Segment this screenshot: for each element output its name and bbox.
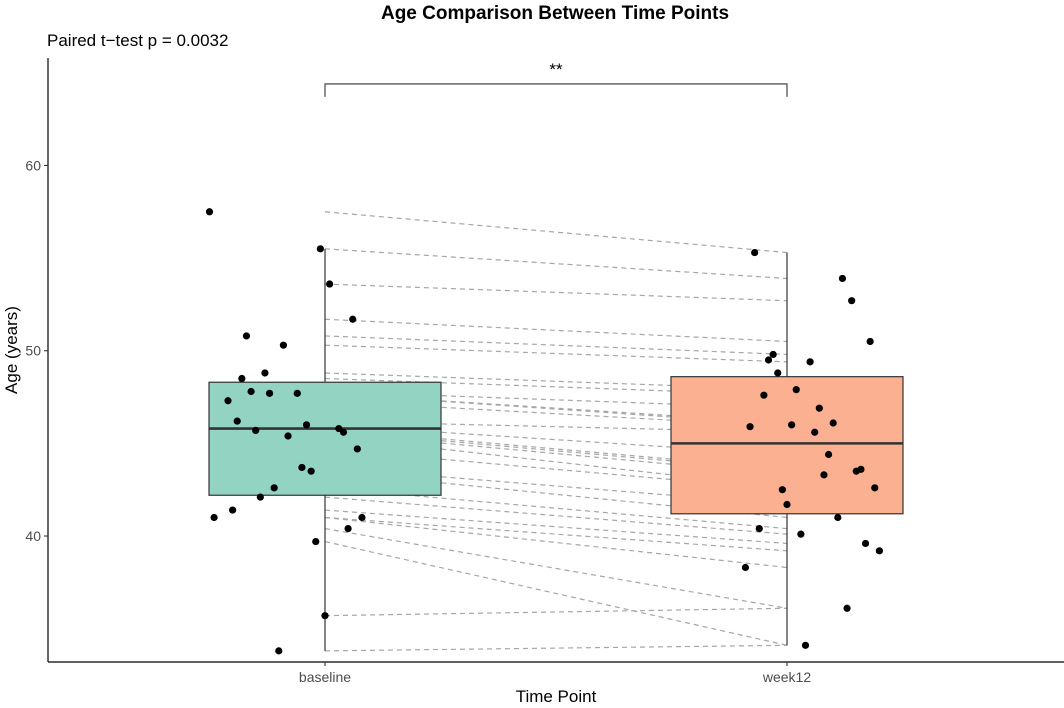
data-point <box>321 612 329 620</box>
data-point <box>815 404 823 412</box>
data-point <box>224 397 232 405</box>
data-point <box>838 274 847 283</box>
data-point <box>764 356 773 364</box>
data-point <box>353 445 361 453</box>
data-point <box>307 467 315 475</box>
data-point <box>210 513 218 522</box>
chart-subtitle: Paired t−test p = 0.0032 <box>47 31 228 50</box>
boxes <box>208 248 904 651</box>
data-point <box>279 341 288 349</box>
y-tick-label: 50 <box>25 343 41 359</box>
data-point <box>820 471 828 479</box>
data-point <box>871 484 879 492</box>
data-point <box>857 465 865 473</box>
significance-label: ** <box>549 60 563 79</box>
x-axis-title: Time Point <box>516 687 597 706</box>
data-point <box>344 525 352 533</box>
data-point <box>746 423 754 431</box>
paired-line <box>324 283 788 302</box>
data-point <box>238 374 246 383</box>
data-point <box>326 280 334 288</box>
data-point <box>875 547 884 555</box>
data-point <box>252 426 260 435</box>
data-point <box>861 539 870 548</box>
data-point <box>242 332 251 340</box>
data-point <box>298 463 306 472</box>
x-tick-label: baseline <box>299 669 351 685</box>
data-point <box>349 315 357 323</box>
data-point <box>275 647 283 655</box>
data-point <box>247 387 255 396</box>
data-point <box>792 386 800 394</box>
paired-line <box>324 335 788 356</box>
paired-line <box>324 344 788 363</box>
data-point <box>755 525 763 533</box>
data-point <box>848 297 856 305</box>
data-point <box>797 530 805 538</box>
data-point <box>741 563 750 572</box>
data-point <box>788 421 796 429</box>
data-point <box>302 421 311 429</box>
data-point <box>316 245 324 253</box>
data-point <box>233 417 241 425</box>
axes: 40 50 60 baseline week12 <box>25 58 1064 685</box>
paired-line <box>324 318 788 343</box>
data-point <box>284 432 292 440</box>
chart-title: Age Comparison Between Time Points <box>381 3 729 24</box>
paired-line <box>324 540 788 646</box>
data-point <box>824 450 833 459</box>
data-point <box>760 391 768 399</box>
paired-line <box>324 211 788 254</box>
y-tick-label: 60 <box>25 157 41 173</box>
data-point <box>769 350 777 359</box>
data-point <box>806 358 814 366</box>
data-point <box>358 513 366 522</box>
y-tick-label: 40 <box>25 528 41 544</box>
paired-line <box>324 248 788 280</box>
data-point <box>843 604 851 612</box>
x-tick-label: week12 <box>762 669 811 685</box>
data-point <box>270 484 278 492</box>
paired-line <box>324 528 788 609</box>
paired-line <box>324 607 788 617</box>
data-point <box>261 369 269 377</box>
y-axis-title: Age (years) <box>2 306 21 394</box>
paired-line <box>324 516 788 552</box>
data-point <box>829 419 837 427</box>
bracket-line <box>324 83 788 97</box>
data-point <box>751 248 759 257</box>
data-point <box>783 500 791 509</box>
box-week12 <box>670 376 904 515</box>
data-point <box>229 506 237 514</box>
data-point <box>801 641 810 649</box>
paired-line <box>324 516 788 569</box>
data-point <box>339 428 348 436</box>
paired-line <box>324 509 788 545</box>
data-point <box>205 208 214 216</box>
data-points <box>205 208 884 655</box>
significance-bracket: ** <box>324 60 788 97</box>
data-point <box>293 389 301 397</box>
data-point <box>834 513 842 522</box>
data-point <box>265 389 274 397</box>
data-point <box>778 486 786 494</box>
data-point <box>811 428 819 436</box>
data-point <box>866 337 874 346</box>
data-point <box>312 537 320 546</box>
box-baseline <box>208 381 442 496</box>
data-point <box>256 493 264 501</box>
data-point <box>774 369 782 377</box>
paired-line <box>324 644 788 652</box>
